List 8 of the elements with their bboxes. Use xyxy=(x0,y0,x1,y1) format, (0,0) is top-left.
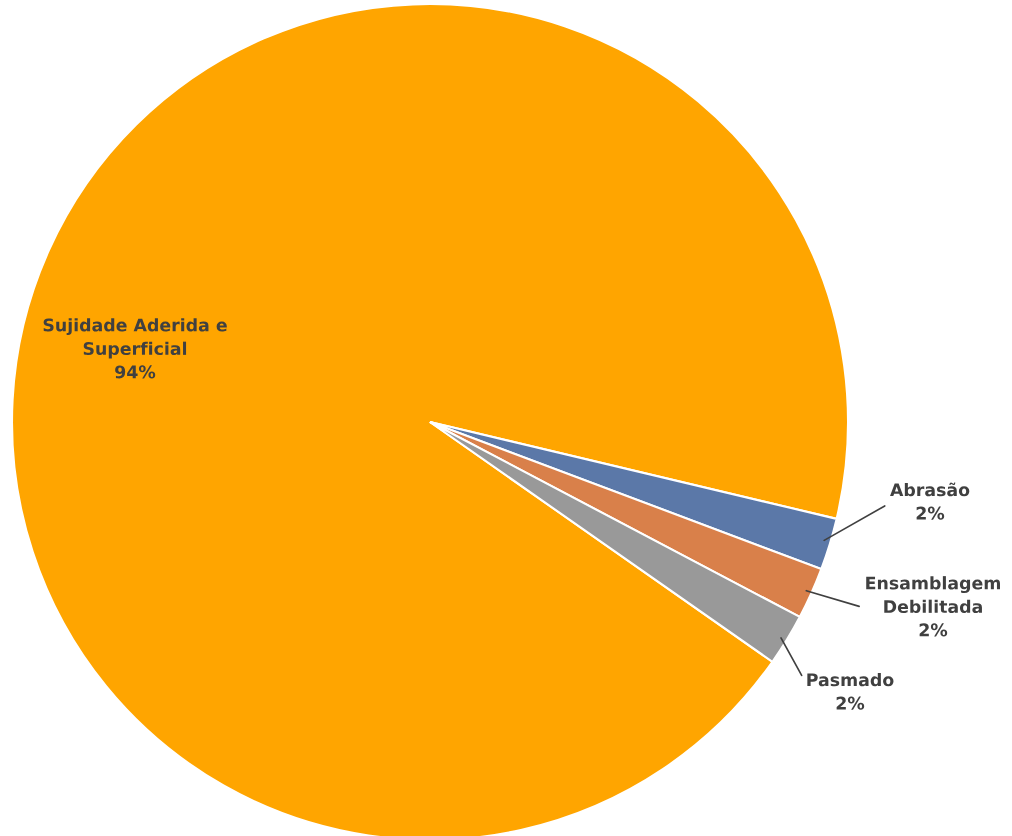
data-label: 2% xyxy=(916,506,945,520)
data-label: 2% xyxy=(919,623,948,637)
data-label: 2% xyxy=(836,696,865,710)
slice-label: Pasmado xyxy=(807,672,894,687)
data-label: 94% xyxy=(115,365,156,379)
slice-label: Abrasão xyxy=(890,482,970,497)
slice-label: Sujidade Aderida e Superficial xyxy=(43,318,227,359)
slice-label: Ensamblagem Debilitada xyxy=(866,576,1000,614)
